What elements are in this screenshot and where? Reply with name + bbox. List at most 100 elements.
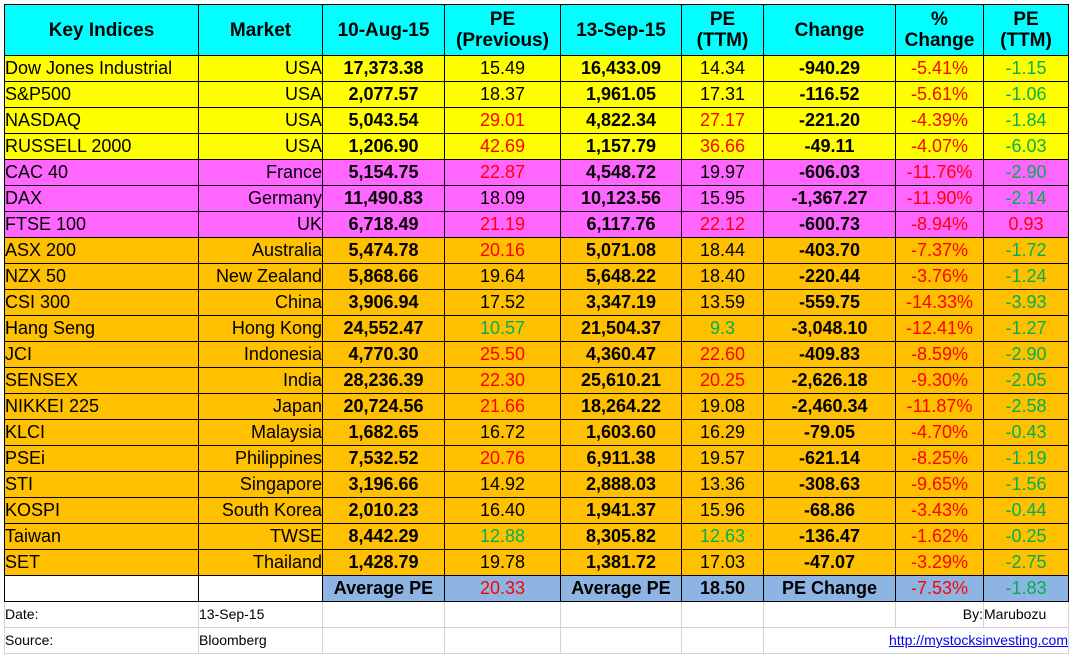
pct-change: -9.65% <box>895 471 984 498</box>
market-name: Singapore <box>198 471 323 498</box>
table-row: FTSE 100 UK 6,718.49 21.19 6,117.76 22.12 -600… <box>4 211 1069 238</box>
average-pe-change: -1.83 <box>983 575 1069 602</box>
market-name: Philippines <box>198 445 323 472</box>
pct-change: -1.62% <box>895 523 984 550</box>
pct-change: -5.41% <box>895 55 984 82</box>
blank-cell <box>322 601 445 628</box>
pe-previous: 20.16 <box>444 237 561 264</box>
pe-ttm: 12.63 <box>681 523 764 550</box>
pe-change-label: PE Change <box>763 575 896 602</box>
change-value: -136.47 <box>763 523 896 550</box>
pct-change: -9.30% <box>895 367 984 394</box>
header-aug: 10-Aug-15 <box>322 4 445 56</box>
average-pe-ttm: 18.50 <box>681 575 764 602</box>
footer-date-row: Date: 13-Sep-15 By: Marubozu <box>4 601 1069 628</box>
pct-change: -4.07% <box>895 133 984 160</box>
date-label: Date: <box>4 601 199 628</box>
index-name: KOSPI <box>4 497 199 524</box>
pe-previous: 22.30 <box>444 367 561 394</box>
pe-change: -0.43 <box>983 419 1069 446</box>
value-aug: 1,428.79 <box>322 549 445 576</box>
value-sep: 10,123.56 <box>560 185 682 212</box>
table-row: KOSPI South Korea 2,010.23 16.40 1,941.37 15.… <box>4 497 1069 524</box>
blank-cell <box>560 627 682 654</box>
pe-change: -2.14 <box>983 185 1069 212</box>
index-name: Hang Seng <box>4 315 199 342</box>
pe-change: -1.19 <box>983 445 1069 472</box>
value-aug: 5,868.66 <box>322 263 445 290</box>
by-label: By: <box>895 601 984 628</box>
index-name: NIKKEI 225 <box>4 393 199 420</box>
table-row: SENSEX India 28,236.39 22.30 25,610.21 20.25-… <box>4 367 1069 394</box>
market-name: UK <box>198 211 323 238</box>
market-name: Australia <box>198 237 323 264</box>
value-sep: 4,822.34 <box>560 107 682 134</box>
value-sep: 5,071.08 <box>560 237 682 264</box>
index-name: CSI 300 <box>4 289 199 316</box>
market-name: USA <box>198 133 323 160</box>
pe-change: -0.25 <box>983 523 1069 550</box>
pct-change: -8.94% <box>895 211 984 238</box>
market-name: France <box>198 159 323 186</box>
value-aug: 5,474.78 <box>322 237 445 264</box>
value-aug: 2,077.57 <box>322 81 445 108</box>
value-aug: 8,442.29 <box>322 523 445 550</box>
value-aug: 5,043.54 <box>322 107 445 134</box>
pe-ttm: 15.96 <box>681 497 764 524</box>
table-row: ASX 200 Australia 5,474.78 20.16 5,071.08 18.… <box>4 237 1069 264</box>
market-name: Hong Kong <box>198 315 323 342</box>
value-sep: 4,548.72 <box>560 159 682 186</box>
pe-ttm: 17.03 <box>681 549 764 576</box>
change-value: -3,048.10 <box>763 315 896 342</box>
change-value: -1,367.27 <box>763 185 896 212</box>
market-name: South Korea <box>198 497 323 524</box>
website-link-cell: http://mystocksinvesting.com <box>763 627 1069 654</box>
market-name: India <box>198 367 323 394</box>
pe-previous: 22.87 <box>444 159 561 186</box>
pct-change: -3.29% <box>895 549 984 576</box>
header-pe-ttm: PE (TTM) <box>681 4 764 56</box>
pct-change: -3.43% <box>895 497 984 524</box>
pct-change: -12.41% <box>895 315 984 342</box>
pe-ttm: 36.66 <box>681 133 764 160</box>
value-sep: 3,347.19 <box>560 289 682 316</box>
change-value: -559.75 <box>763 289 896 316</box>
index-name: FTSE 100 <box>4 211 199 238</box>
pe-ttm: 14.34 <box>681 55 764 82</box>
header-pct-change: % Change <box>895 4 984 56</box>
value-aug: 17,373.38 <box>322 55 445 82</box>
index-name: RUSSELL 2000 <box>4 133 199 160</box>
change-value: -600.73 <box>763 211 896 238</box>
value-aug: 28,236.39 <box>322 367 445 394</box>
header-pe-change: PE (TTM) <box>983 4 1069 56</box>
change-value: -49.11 <box>763 133 896 160</box>
value-sep: 21,504.37 <box>560 315 682 342</box>
pe-change: -1.27 <box>983 315 1069 342</box>
header-sep: 13-Sep-15 <box>560 4 682 56</box>
website-link[interactable]: http://mystocksinvesting.com <box>889 632 1068 648</box>
table-row: JCI Indonesia 4,770.30 25.50 4,360.47 22.60 -4… <box>4 341 1069 368</box>
change-value: -220.44 <box>763 263 896 290</box>
change-value: -606.03 <box>763 159 896 186</box>
pe-change: -0.44 <box>983 497 1069 524</box>
value-sep: 18,264.22 <box>560 393 682 420</box>
blank-cell <box>681 601 764 628</box>
table-row: S&P500 USA 2,077.57 18.37 1,961.05 17.31 -116.… <box>4 81 1069 108</box>
pe-change: -2.05 <box>983 367 1069 394</box>
change-value: -308.63 <box>763 471 896 498</box>
blank-cell <box>444 601 561 628</box>
footer-source-row: Source: Bloomberg http://mystocksinvesting… <box>4 627 1069 654</box>
change-value: -221.20 <box>763 107 896 134</box>
header-key-indices: Key Indices <box>4 4 199 56</box>
pe-change: -1.15 <box>983 55 1069 82</box>
date-value: 13-Sep-15 <box>198 601 323 628</box>
pe-previous: 10.57 <box>444 315 561 342</box>
change-value: -621.14 <box>763 445 896 472</box>
change-value: -2,460.34 <box>763 393 896 420</box>
pct-change: -5.61% <box>895 81 984 108</box>
pe-previous: 12.88 <box>444 523 561 550</box>
average-pe-label: Average PE <box>322 575 445 602</box>
pe-previous: 19.78 <box>444 549 561 576</box>
pe-change: -3.93 <box>983 289 1069 316</box>
pe-change: -2.75 <box>983 549 1069 576</box>
